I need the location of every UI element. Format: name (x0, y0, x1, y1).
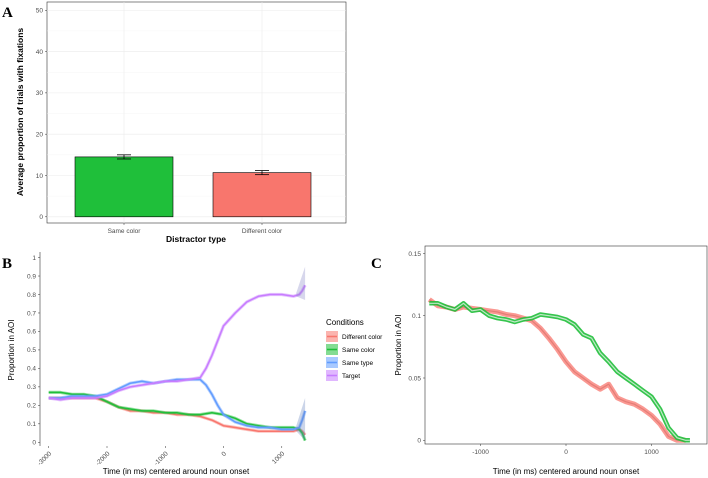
x-tick-label: -3000 (36, 450, 53, 467)
legend-label: Target (342, 373, 360, 380)
legend-item-same-type: Same type (326, 357, 373, 368)
x-tick-label: -2000 (95, 450, 112, 467)
panel-c-x-axis-label: Time (in ms) centered around noun onset (493, 467, 640, 476)
panel-b: B 0 0.1 0.2 0.3 0.4 0.5 0.6 0.7 0.8 0.9 1 -3000 -20… (2, 252, 383, 476)
y-tick-label: 0 (417, 438, 421, 445)
uncertainty-fan-distractors (296, 397, 306, 441)
y-tick-label: 0.8 (27, 292, 36, 299)
panel-c-y-axis-label: Proportion in AOI (394, 315, 403, 376)
series-line-same-type (48, 378, 306, 431)
panel-b-legend: Conditions Different color Same color Same… (326, 318, 383, 381)
panel-a-x-ticks: Same color Different color (108, 223, 283, 235)
y-tick-label: 0.9 (27, 273, 36, 280)
y-tick-label: 1 (32, 255, 36, 262)
y-tick-label: 0.7 (27, 310, 36, 317)
panel-a-y-axis-label: Average proportion of trials with fixati… (15, 28, 25, 197)
y-tick-label: 40 (36, 49, 44, 56)
y-tick-label: 0.3 (27, 384, 36, 391)
series-band-same-color (48, 390, 307, 442)
panel-a-bars (74, 154, 312, 218)
x-tick-label: 0 (564, 449, 568, 456)
y-tick-label: 50 (36, 8, 44, 15)
x-tick-label: 0 (220, 450, 228, 458)
y-tick-label: 0.05 (408, 375, 421, 382)
series-band-target (48, 284, 307, 402)
y-tick-label: 0.6 (27, 329, 36, 336)
series-line-same-color (429, 302, 690, 441)
x-tick-label: Different color (242, 228, 283, 235)
legend-item-target: Target (326, 370, 360, 381)
legend-title: Conditions (326, 318, 364, 327)
y-tick-label: 10 (36, 173, 44, 180)
legend-entries: Different color Same color Same type Target (326, 331, 383, 381)
x-tick-label: 1000 (271, 450, 286, 465)
y-tick-label: 0 (32, 440, 36, 447)
panel-c-series-lines (427, 297, 690, 443)
y-tick-label: 0.1 (412, 313, 421, 320)
y-tick-label: 0 (39, 214, 43, 221)
series-band-different-color (48, 396, 307, 436)
y-tick-label: 30 (36, 90, 44, 97)
bar-same-color (74, 156, 174, 218)
uncertainty-fan-target (296, 266, 306, 301)
panel-b-x-axis-label: Time (in ms) centered around noun onset (103, 467, 250, 476)
error-bar (117, 154, 131, 160)
legend-label: Same type (342, 360, 373, 367)
y-tick-label: 0.4 (27, 366, 36, 373)
x-tick-label: -1000 (472, 449, 489, 456)
legend-item-different-color: Different color (326, 331, 383, 342)
panel-a-y-ticks: 0 10 20 30 40 50 (36, 8, 47, 221)
panel-c: C 0 0.05 0.1 0.15 -1000 0 1000 Time (in ms) c… (371, 245, 708, 476)
y-tick-label: 0.1 (27, 421, 36, 428)
x-tick-label: Same color (108, 228, 142, 235)
x-tick-label: 1000 (644, 449, 659, 456)
panel-b-letter: B (2, 256, 12, 272)
panel-c-x-ticks: -1000 0 1000 (472, 444, 659, 456)
panel-a-x-axis-label: Distractor type (166, 234, 226, 244)
x-tick-label: -1000 (153, 450, 170, 467)
series-line-target (48, 284, 306, 401)
legend-label: Same color (342, 347, 376, 354)
bar-different-color (212, 172, 312, 218)
y-tick-label: 20 (36, 131, 44, 138)
y-tick-label: 0.2 (27, 403, 36, 410)
legend-item-same-color: Same color (326, 344, 376, 355)
y-tick-label: 0.15 (408, 251, 421, 258)
y-tick-label: 0.5 (27, 347, 36, 354)
series-line-different-color (48, 397, 306, 436)
series-line-same-color (48, 391, 306, 441)
series-band-same-type (48, 377, 307, 431)
panel-c-y-ticks: 0 0.05 0.1 0.15 (408, 251, 425, 445)
panel-b-y-ticks: 0 0.1 0.2 0.3 0.4 0.5 0.6 0.7 0.8 0.9 1 (27, 255, 40, 447)
panel-b-y-axis-label: Proportion in AOI (7, 320, 16, 381)
legend-label: Different color (342, 334, 383, 341)
panel-c-letter: C (371, 256, 382, 272)
panel-b-series-lines (48, 266, 307, 442)
error-bar (255, 170, 269, 176)
panel-a-letter: A (2, 5, 13, 21)
panel-b-x-ticks: -3000 -2000 -1000 0 1000 (36, 446, 286, 467)
